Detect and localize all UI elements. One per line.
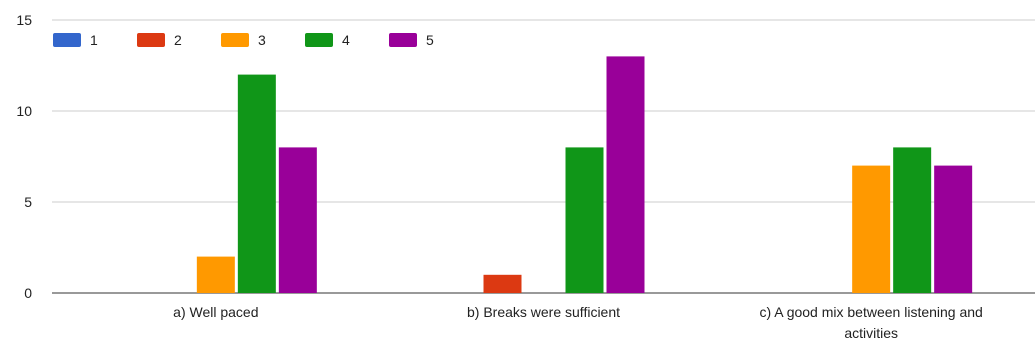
legend-swatch — [221, 33, 249, 47]
y-axis-ticks: 0 5 10 15 — [16, 12, 32, 301]
x-axis-categories: a) Well paced b) Breaks were sufficient c)… — [173, 304, 983, 341]
legend-swatch — [137, 33, 165, 47]
legend-item-2[interactable]: 2 — [137, 32, 182, 48]
legend-swatch — [53, 33, 81, 47]
bars — [196, 56, 973, 294]
category-label: b) Breaks were sufficient — [467, 304, 620, 320]
legend-item-1[interactable]: 1 — [53, 32, 98, 48]
bar-series-3-cat-3 — [852, 165, 891, 293]
y-tick-label: 5 — [24, 194, 32, 210]
legend-label: 3 — [258, 32, 266, 48]
y-tick-label: 0 — [24, 285, 32, 301]
legend-item-3[interactable]: 3 — [221, 32, 266, 48]
bar-series-2-cat-2 — [483, 274, 522, 293]
legend-label: 2 — [174, 32, 182, 48]
legend-item-5[interactable]: 5 — [389, 32, 434, 48]
legend-swatch — [305, 33, 333, 47]
legend[interactable]: 1 2 3 4 5 — [53, 32, 434, 48]
legend-item-4[interactable]: 4 — [305, 32, 350, 48]
bar-series-4-cat-2 — [565, 147, 604, 293]
bar-series-4-cat-3 — [893, 147, 932, 293]
y-tick-label: 15 — [16, 12, 32, 28]
legend-label: 1 — [90, 32, 98, 48]
legend-label: 5 — [426, 32, 434, 48]
y-tick-label: 10 — [16, 103, 32, 119]
category-label: a) Well paced — [173, 304, 258, 320]
bar-series-5-cat-2 — [606, 56, 645, 294]
legend-label: 4 — [342, 32, 350, 48]
bar-series-5-cat-3 — [934, 165, 973, 293]
legend-swatch — [389, 33, 417, 47]
bar-series-4-cat-1 — [237, 74, 276, 293]
bar-series-5-cat-1 — [278, 147, 317, 293]
category-label: activities — [844, 325, 898, 341]
bar-series-3-cat-1 — [196, 256, 235, 293]
category-label: c) A good mix between listening and — [759, 304, 982, 320]
